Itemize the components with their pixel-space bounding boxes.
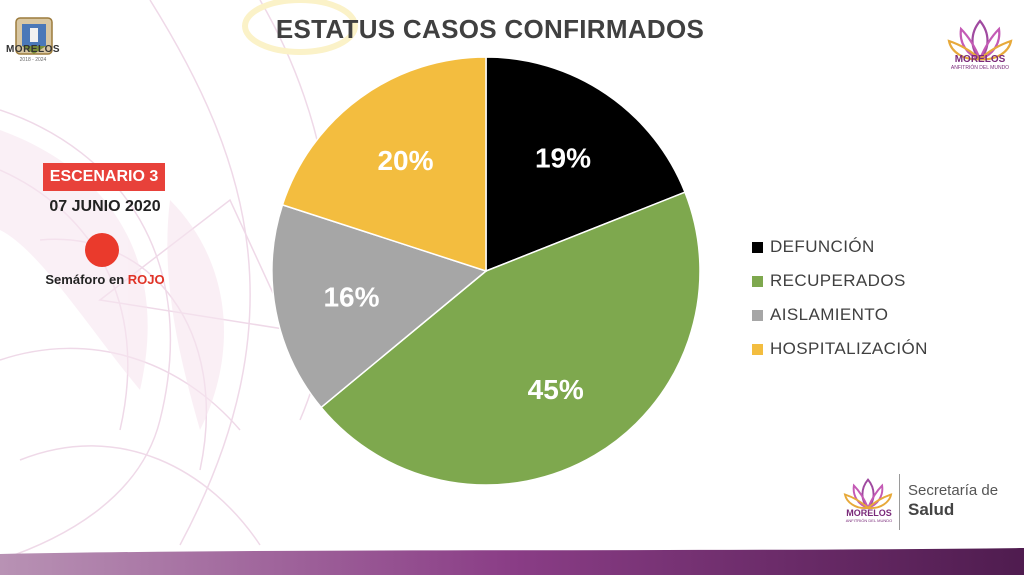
legend-label: AISLAMIENTO [770, 305, 889, 324]
pie-chart: 19% 45% 16% 20% [271, 56, 701, 486]
secretaria-label: Secretaría de [908, 482, 999, 499]
salud-label: Salud [908, 500, 955, 519]
legend-item-hospitalizacion: HOSPITALIZACIÓN [752, 332, 982, 366]
legend-label: HOSPITALIZACIÓN [770, 339, 928, 358]
top-logo-name: MORELOS [954, 54, 1006, 65]
legend-item-recuperados: RECUPERADOS [752, 264, 982, 298]
legend-swatch [752, 343, 763, 355]
bottom-logo-subtitle: ANFITRIÓN DEL MUNDO [845, 518, 893, 523]
chart-legend: DEFUNCIÓN RECUPERADOS AISLAMIENTO HOSPITALI… [752, 230, 982, 366]
traffic-light-dot-icon [85, 233, 119, 267]
pie-slice-defuncion [485, 56, 686, 273]
bottom-logo-name: MORELOS [846, 508, 892, 518]
coat-years: 2018 - 2024 [19, 57, 47, 63]
pie-slice-aislamiento [271, 203, 488, 409]
pie-label-aislamiento: 16% [323, 282, 379, 313]
bottom-band [0, 548, 1024, 575]
pie-slice-recuperados [320, 191, 701, 486]
legend-swatch [752, 309, 763, 321]
coat-label: MORELOS [5, 44, 61, 55]
semaforo-color-word: ROJO [127, 272, 165, 287]
legend-item-defuncion: DEFUNCIÓN [752, 230, 982, 264]
scenario-badge: ESCENARIO 3 [43, 163, 165, 191]
semaforo-prefix: Semáforo en [45, 272, 128, 287]
legend-swatch [752, 241, 763, 253]
logo-divider [899, 474, 900, 530]
legend-label: RECUPERADOS [770, 271, 906, 290]
morelos-coat-of-arms-icon [15, 17, 53, 55]
pie-label-hospitalizacion: 20% [377, 145, 433, 176]
pie-label-recuperados: 45% [528, 374, 584, 405]
morelos-lotus-logo-icon [947, 19, 1013, 61]
legend-label: DEFUNCIÓN [770, 237, 875, 256]
legend-swatch [752, 275, 763, 287]
semaforo-status: Semáforo en ROJO [20, 272, 190, 287]
report-date: 07 JUNIO 2020 [49, 198, 161, 215]
chart-title: ESTATUS CASOS CONFIRMADOS [275, 14, 705, 44]
pie-slice-hospitalizacion [281, 56, 487, 273]
top-logo-subtitle: ANFITRIÓN DEL MUNDO [950, 65, 1010, 71]
pie-label-defuncion: 19% [535, 143, 591, 174]
morelos-lotus-logo-small-icon [843, 478, 893, 510]
legend-item-aislamiento: AISLAMIENTO [752, 298, 982, 332]
